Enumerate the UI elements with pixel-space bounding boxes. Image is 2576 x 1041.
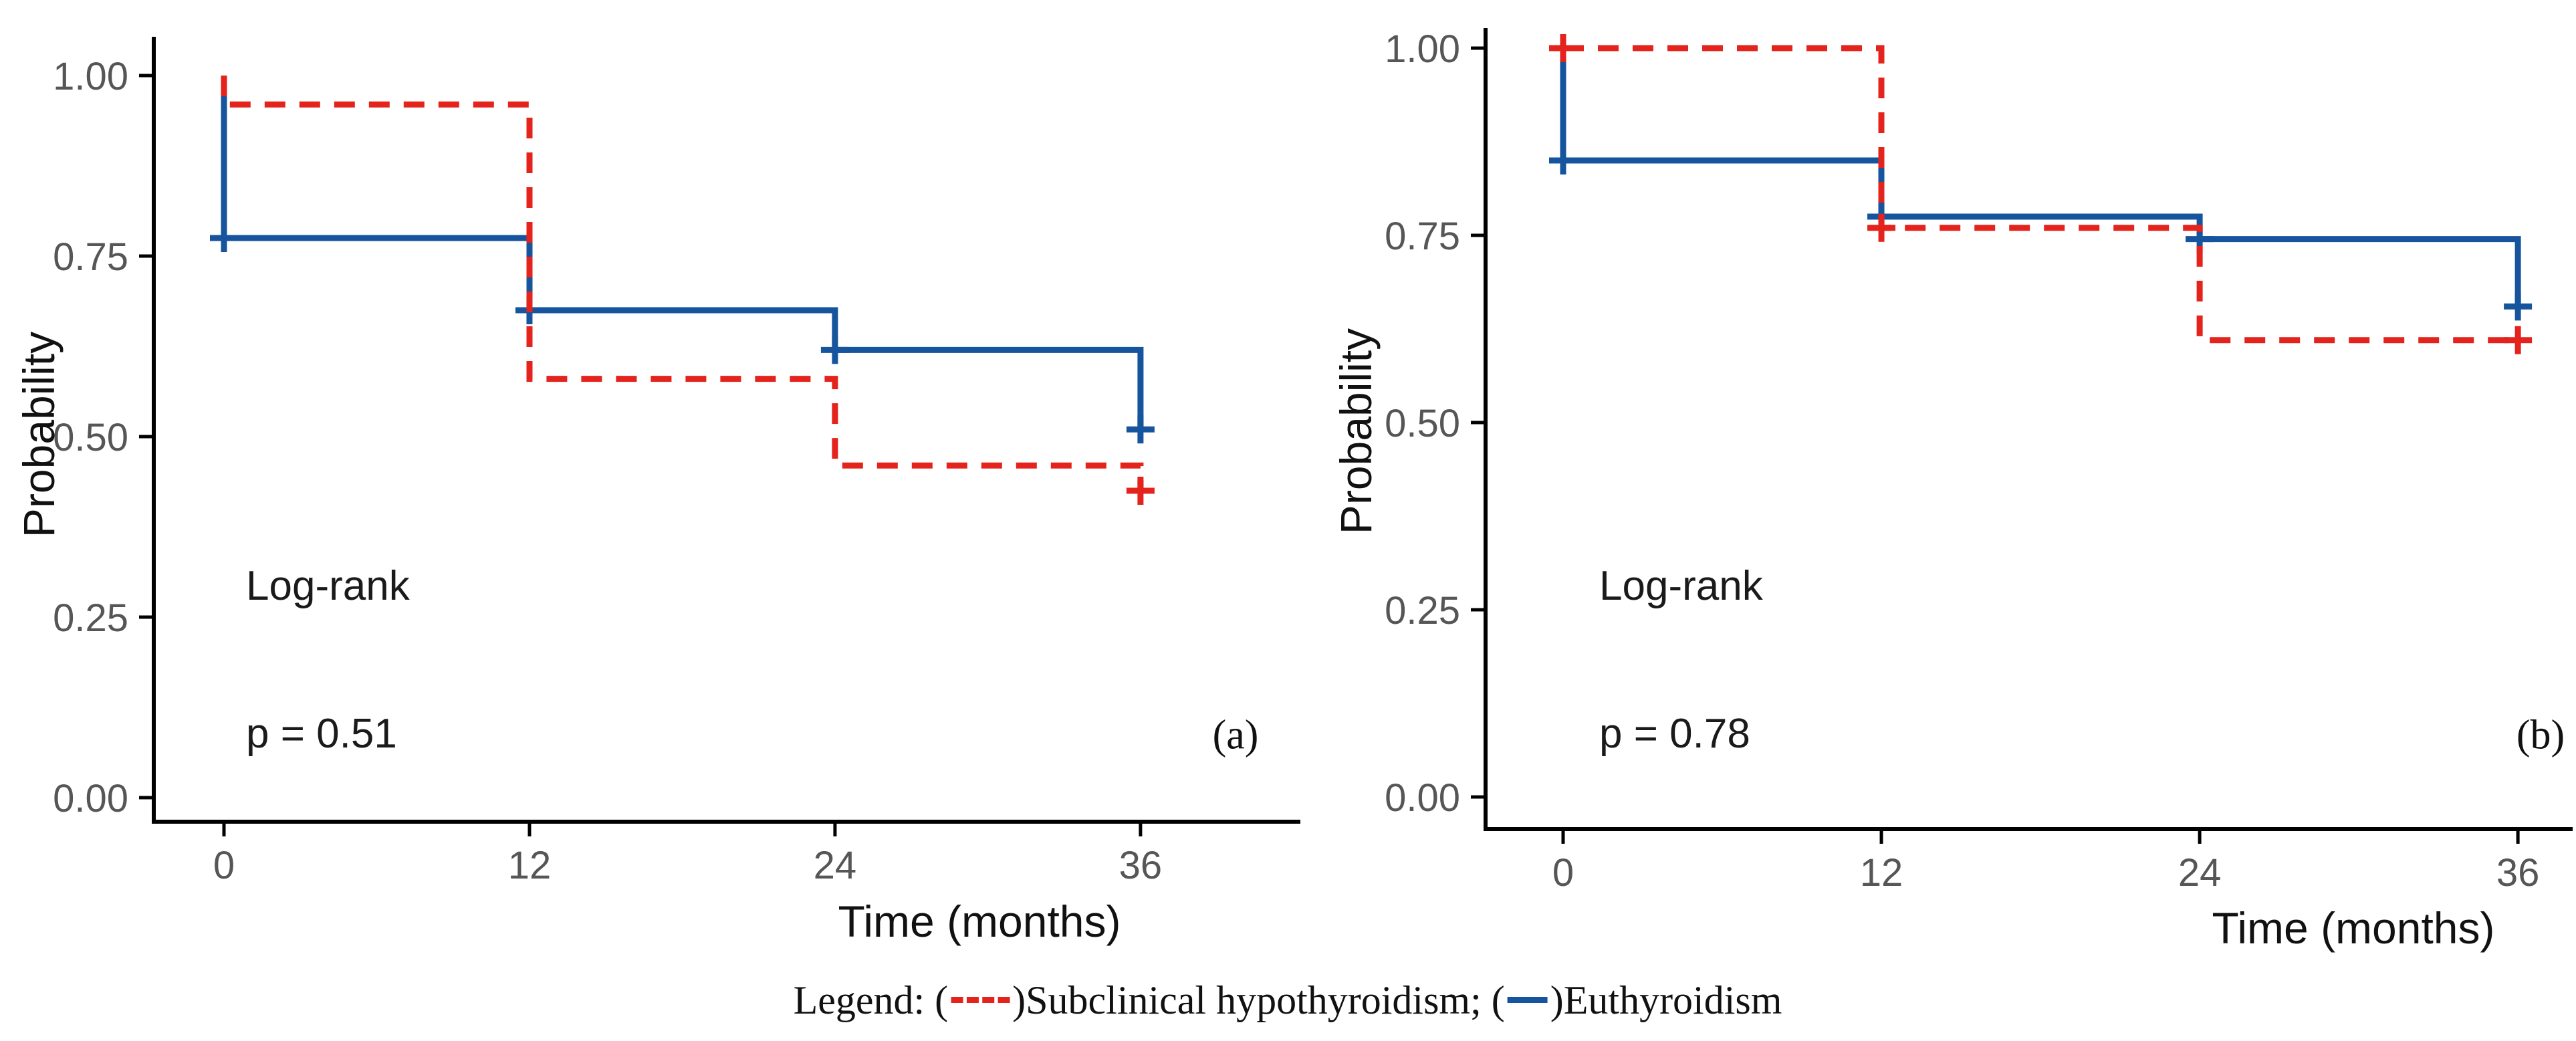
y-tick-label-a: 0.75 bbox=[53, 235, 128, 279]
x-tick-label-b: 36 bbox=[2496, 851, 2540, 895]
figure-legend: Legend: ()Subclinical hypothyroidism; ()… bbox=[794, 977, 1782, 1024]
y-tick-label-a: 0.00 bbox=[53, 777, 128, 820]
x-tick-label-a: 36 bbox=[1119, 844, 1163, 887]
logrank-annotation-a: Log-rank p = 0.51 bbox=[246, 550, 410, 771]
legend-symbol-solid-blue-line bbox=[1507, 996, 1548, 1003]
km-step-line-subclinical-hypothyroidism-a bbox=[221, 76, 1144, 491]
y-tick-label-b: 1.00 bbox=[1385, 27, 1460, 71]
x-tick-label-b: 12 bbox=[1860, 851, 1903, 895]
logrank-label-a: Log-rank bbox=[246, 563, 410, 609]
panel-letter-b: (b) bbox=[2516, 712, 2565, 758]
x-axis-title-a: Time (months) bbox=[838, 897, 1121, 946]
legend-label-subclinical: Subclinical hypothyroidism bbox=[1026, 978, 1471, 1022]
y-tick-label-a: 1.00 bbox=[53, 55, 128, 98]
x-tick-label-b: 0 bbox=[1552, 851, 1574, 895]
y-tick-label-b: 0.25 bbox=[1385, 589, 1460, 632]
y-tick-label-a: 0.50 bbox=[53, 416, 128, 459]
legend-symbol-dashed-red-line bbox=[951, 996, 1010, 1003]
close-paren: ) bbox=[1012, 978, 1026, 1022]
y-axis-title-b: Probability bbox=[1331, 328, 1381, 535]
x-axis-title-b: Time (months) bbox=[2212, 903, 2495, 953]
close-paren: ) bbox=[1550, 978, 1564, 1022]
logrank-label-b: Log-rank bbox=[1599, 563, 1763, 609]
y-tick-label-b: 0.00 bbox=[1385, 776, 1460, 820]
km-step-line-subclinical-hypothyroidism-b bbox=[1563, 45, 2519, 344]
legend-label-euthyroidism: Euthyroidism bbox=[1563, 978, 1782, 1022]
y-tick-label-b: 0.50 bbox=[1385, 402, 1460, 445]
x-tick-label-a: 12 bbox=[508, 844, 552, 887]
open-paren: ( bbox=[935, 978, 949, 1022]
legend-item-subclinical: ()Subclinical hypothyroidism bbox=[935, 978, 1470, 1022]
y-axis-title-a: Probability bbox=[14, 331, 64, 538]
p-value-b: p = 0.78 bbox=[1599, 710, 1750, 757]
legend-separator: ; bbox=[1470, 978, 1492, 1022]
legend-prefix: Legend: bbox=[793, 978, 935, 1022]
x-tick-label-b: 24 bbox=[2178, 851, 2222, 895]
x-tick-label-a: 24 bbox=[814, 844, 857, 887]
km-step-line-euthyroidism-a bbox=[221, 76, 1144, 430]
y-tick-label-b: 0.75 bbox=[1385, 215, 1460, 258]
legend-item-euthyroidism: ()Euthyroidism bbox=[1492, 978, 1782, 1022]
panel-letter-a: (a) bbox=[1212, 712, 1259, 758]
open-paren: ( bbox=[1491, 978, 1505, 1022]
km-step-line-euthyroidism-b bbox=[1560, 48, 2521, 307]
y-tick-label-a: 0.25 bbox=[53, 596, 128, 640]
logrank-annotation-b: Log-rank p = 0.78 bbox=[1599, 550, 1763, 771]
x-tick-label-a: 0 bbox=[213, 844, 235, 887]
p-value-a: p = 0.51 bbox=[246, 710, 397, 757]
